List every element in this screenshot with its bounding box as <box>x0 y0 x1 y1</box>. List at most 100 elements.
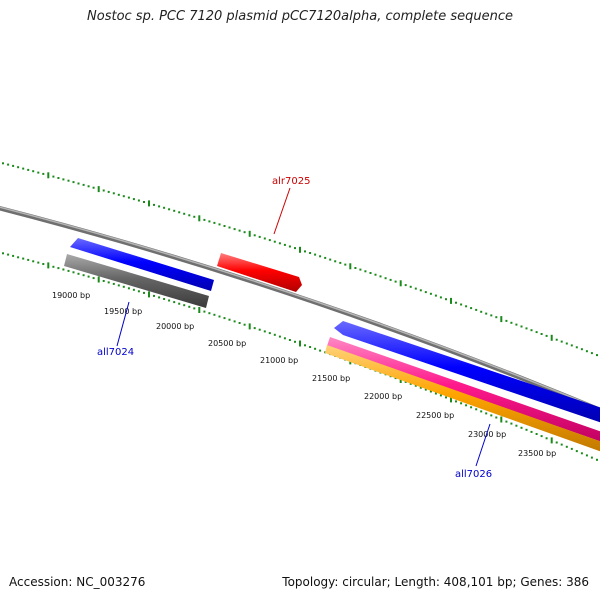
minor-tick <box>319 255 322 258</box>
gene-alr7025-arrow[interactable] <box>217 253 302 292</box>
minor-tick <box>17 166 20 169</box>
minor-tick <box>233 228 236 231</box>
minor-tick <box>223 225 226 227</box>
minor-tick <box>505 420 508 423</box>
gene-all7026-leader <box>475 423 491 467</box>
major-tick <box>500 316 503 323</box>
minor-tick <box>188 305 191 308</box>
minor-tick <box>42 172 45 175</box>
minor-tick <box>112 192 115 195</box>
minor-tick <box>22 167 25 170</box>
minor-tick <box>193 307 196 310</box>
minor-tick <box>515 323 518 326</box>
minor-tick <box>455 301 457 304</box>
minor-tick <box>535 433 538 435</box>
minor-tick <box>570 344 573 347</box>
magenta-feature-arrow[interactable] <box>327 337 600 443</box>
minor-tick <box>273 333 276 336</box>
major-tick <box>450 297 452 304</box>
major-tick <box>148 291 150 298</box>
gray-feature-arrow[interactable] <box>64 254 209 308</box>
minor-tick <box>153 294 155 297</box>
minor-tick <box>2 162 4 165</box>
minor-tick <box>455 400 457 403</box>
major-tick <box>349 263 352 270</box>
minor-tick <box>278 242 281 245</box>
minor-tick <box>480 410 483 413</box>
minor-tick <box>434 392 437 395</box>
minor-tick <box>404 380 407 383</box>
minor-tick <box>510 321 513 324</box>
minor-tick <box>359 268 362 271</box>
orange-feature-arrow[interactable] <box>325 345 600 453</box>
minor-tick <box>409 382 412 385</box>
minor-tick <box>72 271 75 274</box>
minor-tick <box>173 209 176 212</box>
minor-tick <box>565 445 568 448</box>
minor-tick <box>57 177 60 179</box>
minor-tick <box>238 322 241 324</box>
minor-tick <box>339 261 342 264</box>
minor-tick <box>52 175 55 178</box>
minor-tick <box>475 408 478 411</box>
gene-all7024-arrow[interactable] <box>70 238 214 291</box>
minor-tick <box>87 275 90 278</box>
tick-label: 23500 bp <box>518 449 556 458</box>
minor-tick <box>445 298 447 301</box>
minor-tick <box>158 205 161 208</box>
minor-tick <box>67 179 70 182</box>
minor-tick <box>208 220 211 223</box>
minor-tick <box>530 329 533 332</box>
minor-tick <box>495 316 498 319</box>
minor-tick <box>137 199 140 202</box>
minor-tick <box>470 406 473 409</box>
minor-tick <box>585 350 588 353</box>
minor-tick <box>228 318 231 321</box>
minor-tick <box>580 348 583 351</box>
minor-tick <box>334 260 337 263</box>
minor-tick <box>143 291 145 294</box>
minor-tick <box>57 267 60 270</box>
minor-tick <box>540 435 543 438</box>
minor-tick <box>379 275 382 278</box>
minor-tick <box>575 346 578 349</box>
minor-tick <box>27 258 30 261</box>
minor-tick <box>525 327 528 330</box>
minor-tick <box>258 235 261 238</box>
minor-tick <box>208 312 211 315</box>
minor-tick <box>596 458 598 461</box>
major-tick <box>299 246 301 253</box>
gene-label-all7024[interactable]: all7024 <box>97 347 134 358</box>
minor-tick <box>283 243 286 246</box>
minor-tick <box>434 294 437 297</box>
gene-label-alr7025[interactable]: alr7025 <box>272 176 310 187</box>
major-tick <box>299 340 301 347</box>
minor-tick <box>414 287 417 290</box>
major-tick <box>47 262 50 269</box>
minor-tick <box>82 274 85 277</box>
gene-label-all7026[interactable]: all7026 <box>455 469 492 480</box>
gene-all7026-arrow[interactable] <box>334 321 600 424</box>
minor-tick <box>344 263 347 266</box>
tick-label: 19000 bp <box>52 291 90 300</box>
minor-tick <box>263 330 266 333</box>
minor-tick <box>575 450 578 453</box>
minor-tick <box>132 288 135 291</box>
minor-tick <box>168 299 171 302</box>
minor-tick <box>419 289 422 292</box>
minor-tick <box>127 196 130 199</box>
minor-tick <box>475 308 478 311</box>
minor-tick <box>485 312 488 315</box>
minor-tick <box>52 265 55 268</box>
minor-tick <box>203 218 206 221</box>
minor-tick <box>233 320 236 323</box>
minor-tick <box>288 339 291 341</box>
minor-tick <box>117 284 120 287</box>
minor-tick <box>294 247 296 250</box>
minor-tick <box>223 317 226 320</box>
minor-tick <box>419 386 422 389</box>
minor-tick <box>107 190 110 193</box>
tick-label: 19500 bp <box>104 307 142 316</box>
minor-tick <box>283 337 286 340</box>
